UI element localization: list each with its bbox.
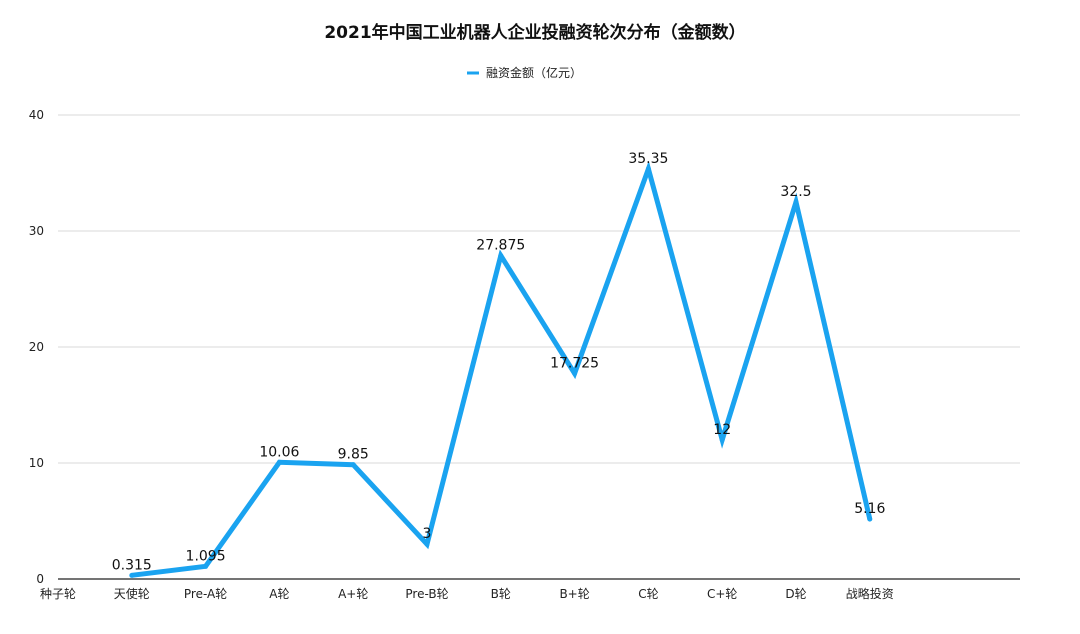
y-tick-label: 40: [29, 108, 44, 122]
x-tick-label: B+轮: [559, 587, 589, 601]
x-tick-label: A轮: [269, 587, 289, 601]
x-tick-label: D轮: [785, 587, 806, 601]
x-tick-label: 战略投资: [846, 586, 894, 601]
data-point: [276, 459, 282, 465]
x-tick-label: C轮: [638, 587, 658, 601]
data-point: [645, 166, 651, 172]
data-point: [203, 563, 209, 569]
data-label: 0.315: [112, 557, 152, 573]
y-tick-label: 0: [36, 572, 44, 586]
y-axis: 0 10 20 30 40: [29, 108, 44, 586]
x-tick-label: 种子轮: [40, 587, 76, 601]
x-tick-label: Pre-A轮: [184, 587, 227, 601]
x-tick-label: 天使轮: [114, 586, 150, 601]
data-point: [867, 516, 873, 522]
data-label: 32.5: [780, 184, 811, 200]
x-tick-label: A+轮: [338, 587, 368, 601]
chart-title: 2021年中国工业机器人企业投融资轮次分布（金额数）: [324, 22, 745, 43]
data-point: [572, 370, 578, 376]
data-labels: 0.315 1.095 10.06 9.85 3 27.875 17.725 35.35 12 3…: [112, 151, 886, 573]
data-label: 1.095: [186, 548, 226, 564]
data-label: 17.725: [550, 355, 599, 371]
series-line: [131, 160, 873, 578]
data-point: [424, 541, 430, 547]
data-point: [498, 253, 504, 259]
data-label: 3: [423, 526, 432, 542]
data-point: [129, 572, 135, 578]
data-label: 9.85: [338, 447, 369, 463]
legend-label: 融资金额（亿元）: [486, 65, 582, 80]
data-point: [793, 199, 799, 205]
data-label: 10.06: [259, 444, 299, 460]
x-tick-label: B轮: [491, 587, 511, 601]
y-tick-label: 30: [29, 224, 44, 238]
data-label: 5.16: [854, 501, 885, 517]
grid: [58, 114, 1020, 464]
x-tick-label: C+轮: [707, 587, 737, 601]
legend: 融资金额（亿元）: [467, 65, 582, 80]
data-point: [350, 462, 356, 468]
data-point: [719, 437, 725, 443]
data-label: 12: [713, 422, 731, 438]
y-tick-label: 20: [29, 340, 44, 354]
series-layer: [129, 160, 873, 578]
data-label: 27.875: [476, 238, 525, 254]
x-axis: 种子轮 天使轮 Pre-A轮 A轮 A+轮 Pre-B轮 B轮 B+轮 C轮 C+轮 D轮 战略投资: [40, 586, 894, 601]
data-label: 35.35: [628, 151, 668, 167]
x-tick-label: Pre-B轮: [405, 587, 448, 601]
y-tick-label: 10: [29, 456, 44, 470]
